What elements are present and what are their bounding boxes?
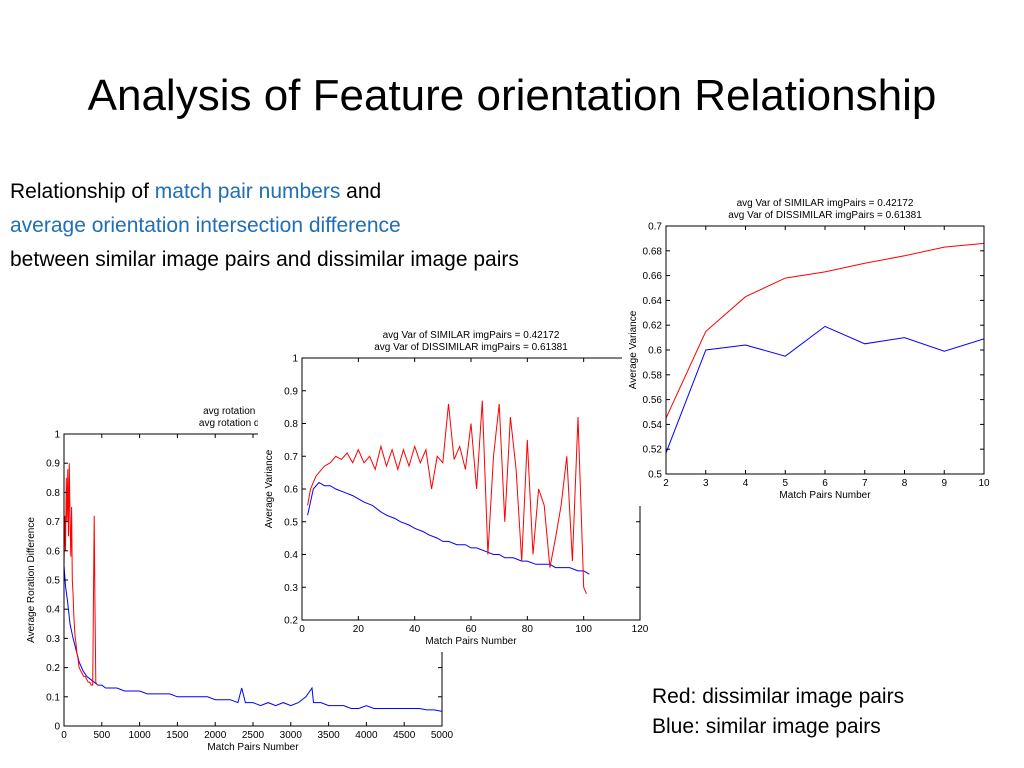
desc-line-1-prefix: Relationship of	[10, 180, 155, 203]
chart2-ytick-label: 0.7	[284, 452, 298, 463]
chart2-title-line: avg Var of SIMILAR imgPairs = 0.42172	[383, 330, 560, 341]
chart1-xtick-label: 3500	[317, 730, 340, 741]
legend-note-blue: Blue: similar image pairs	[652, 715, 881, 738]
chart1-xtick-label: 2000	[204, 730, 227, 741]
chart1-ytick-label: 0	[54, 722, 60, 733]
desc-highlight-orientation: average orientation intersection differe…	[10, 214, 401, 237]
chart1-xtick-label: 4500	[393, 730, 416, 741]
chart3-xtick-label: 9	[941, 478, 947, 489]
chart1-ytick-label: 0.1	[46, 692, 60, 703]
chart3-xtick-label: 5	[782, 478, 788, 489]
chart1-ytick-label: 1	[54, 430, 60, 441]
chart3-axes-box	[665, 225, 985, 475]
chart1-xtick-label: 5000	[431, 730, 454, 741]
chart3-ytick-label: 0.68	[643, 246, 663, 257]
chart2-xtick-label: 40	[409, 624, 421, 635]
chart2-ytick-label: 0.4	[284, 550, 298, 561]
chart1-ytick-label: 0.4	[46, 605, 60, 616]
chart2-ytick-label: 0.8	[284, 419, 298, 430]
desc-highlight-match-pairs: match pair numbers	[154, 180, 341, 203]
chart3-ytick-label: 0.62	[643, 321, 663, 332]
chart3-ytick-label: 0.5	[648, 470, 662, 481]
chart1-series-line	[64, 463, 98, 686]
slide-description: Relationship of match pair numbers and a…	[10, 175, 519, 277]
chart1-ytick-label: 0.7	[46, 517, 60, 528]
chart3-xtick-label: 8	[902, 478, 908, 489]
chart1-xtick-label: 2500	[242, 730, 265, 741]
color-legend-note: Red: dissimilar image pairs Blue: simila…	[652, 682, 904, 742]
chart1-xtick-label: 500	[93, 730, 110, 741]
chart1-ytick-label: 0.2	[46, 663, 60, 674]
chart1-xlabel: Match Pairs Number	[207, 742, 299, 753]
chart3-xtick-label: 10	[978, 478, 990, 489]
desc-line-1: Relationship of match pair numbers and	[10, 175, 519, 209]
chart1-ytick-label: 0.6	[46, 546, 60, 557]
chart2-ylabel: Average Variance	[264, 449, 275, 528]
chart3-series-line	[666, 325, 984, 454]
chart2-ytick-label: 0.9	[284, 386, 298, 397]
chart3-ytick-label: 0.56	[643, 395, 663, 406]
chart3-ytick-label: 0.58	[643, 370, 663, 381]
chart2-xlabel: Match Pairs Number	[425, 636, 517, 647]
chart-variance-full-svg: avg Var of SIMILAR imgPairs = 0.42172avg…	[264, 330, 649, 647]
chart3-xlabel: Match Pairs Number	[779, 490, 871, 501]
chart-variance-zoom-svg: avg Var of SIMILAR imgPairs = 0.42172avg…	[628, 198, 990, 501]
chart3-ytick-label: 0.64	[643, 296, 663, 307]
chart2-ytick-label: 1	[292, 354, 298, 365]
chart3-ytick-label: 0.7	[648, 222, 662, 233]
chart1-xtick-label: 1500	[166, 730, 189, 741]
chart2-axes-box	[301, 357, 641, 621]
chart1-ytick-label: 0.9	[46, 459, 60, 470]
chart1-ylabel: Average Roration Difference	[26, 517, 37, 643]
chart3-ytick-label: 0.66	[643, 271, 663, 282]
chart2-ytick-label: 0.5	[284, 517, 298, 528]
slide-title: Analysis of Feature orientation Relation…	[87, 71, 937, 120]
chart1-ytick-label: 0.3	[46, 634, 60, 645]
chart2-series-line	[307, 481, 590, 575]
chart3-title-line: avg Var of DISSIMILAR imgPairs = 0.61381	[728, 210, 922, 221]
chart3-ylabel: Average Variance	[628, 310, 639, 389]
chart1-ytick-label: 0.8	[46, 488, 60, 499]
chart1-xtick-label: 4000	[355, 730, 378, 741]
chart3-xtick-label: 2	[663, 478, 669, 489]
chart3-ytick-label: 0.6	[648, 346, 662, 357]
chart2-ytick-label: 0.2	[284, 616, 298, 627]
chart3-xtick-label: 4	[743, 478, 749, 489]
chart2-ytick-label: 0.3	[284, 583, 298, 594]
chart2-title-line: avg Var of DISSIMILAR imgPairs = 0.61381	[374, 342, 568, 353]
chart2-xtick-label: 120	[632, 624, 649, 635]
chart3-xtick-label: 3	[703, 478, 709, 489]
desc-line-1-suffix: and	[340, 180, 382, 203]
chart2-series-line	[307, 400, 587, 594]
chart3-xtick-label: 7	[862, 478, 868, 489]
chart3-ytick-label: 0.52	[643, 445, 663, 456]
chart3-series-line	[666, 242, 984, 419]
chart2-xtick-label: 20	[353, 624, 365, 635]
legend-note-red: Red: dissimilar image pairs	[652, 685, 905, 708]
chart-variance-zoom: avg Var of SIMILAR imgPairs = 0.42172 avg…	[622, 196, 1014, 506]
chart1-series-line	[64, 565, 442, 712]
chart1-ytick-label: 0.5	[46, 576, 60, 587]
chart3-title-line: avg Var of SIMILAR imgPairs = 0.42172	[737, 198, 914, 209]
chart1-xtick-label: 0	[61, 730, 67, 741]
chart-variance-full: avg Var of SIMILAR imgPairs = 0.42172 avg…	[258, 322, 650, 652]
chart2-ytick-label: 0.6	[284, 485, 298, 496]
chart2-xtick-label: 0	[299, 624, 305, 635]
chart1-title-line: avg rotation diff of SIM	[203, 406, 303, 417]
chart2-xtick-label: 60	[465, 624, 477, 635]
chart2-xtick-label: 100	[575, 624, 592, 635]
chart1-xtick-label: 3000	[280, 730, 303, 741]
desc-line-3: between similar image pairs and dissimil…	[10, 248, 519, 271]
chart3-ytick-label: 0.54	[643, 420, 663, 431]
chart1-title-line: avg rotation diff of DISSI	[199, 418, 307, 429]
chart3-xtick-label: 6	[822, 478, 828, 489]
chart2-xtick-label: 80	[522, 624, 534, 635]
chart1-xtick-label: 1000	[128, 730, 151, 741]
